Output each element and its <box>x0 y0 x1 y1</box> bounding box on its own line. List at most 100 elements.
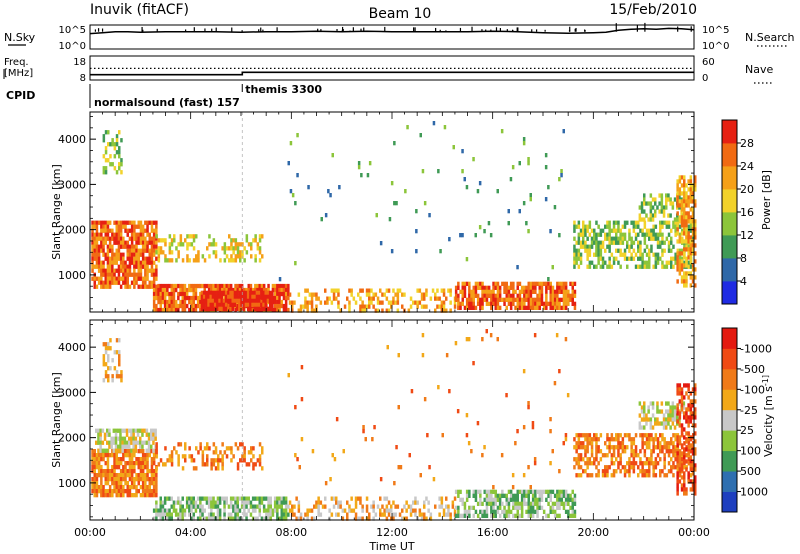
data-cell <box>573 281 577 286</box>
data-cell <box>106 256 110 261</box>
data-cell <box>232 504 235 509</box>
data-cell <box>93 276 96 281</box>
data-cell <box>687 244 691 249</box>
data-cell <box>483 229 486 234</box>
data-cell <box>225 246 229 251</box>
data-cell <box>516 293 519 298</box>
data-cell <box>172 291 176 297</box>
data-cell <box>337 292 340 297</box>
data-cell <box>549 497 552 502</box>
data-cell <box>170 250 174 255</box>
data-cell <box>179 516 182 521</box>
data-cell <box>219 258 222 263</box>
data-cell <box>95 224 99 229</box>
data-cell <box>454 293 458 298</box>
data-cell <box>152 252 156 257</box>
data-cell <box>201 450 205 455</box>
data-cell <box>130 260 134 265</box>
data-cell <box>637 224 640 229</box>
data-cell <box>687 260 691 265</box>
data-cell <box>691 251 695 256</box>
data-cell <box>562 289 566 294</box>
data-cell <box>326 296 329 301</box>
data-cell <box>463 281 467 286</box>
data-cell <box>172 500 176 505</box>
data-cell <box>667 240 671 245</box>
data-cell <box>658 421 661 426</box>
data-cell <box>246 290 250 295</box>
data-cell <box>175 258 178 263</box>
data-cell <box>474 293 478 298</box>
data-cell <box>150 481 154 486</box>
data-cell <box>676 199 679 204</box>
data-cell <box>155 473 158 478</box>
data-cell <box>294 453 297 458</box>
data-cell <box>100 493 103 498</box>
data-cell <box>128 260 132 265</box>
data-cell <box>619 228 622 233</box>
data-cell <box>271 283 275 289</box>
data-cell <box>221 458 224 463</box>
data-cell <box>152 272 156 277</box>
data-cell <box>505 281 508 286</box>
data-cell <box>144 260 147 265</box>
data-cell <box>97 220 101 225</box>
data-cell <box>531 285 535 290</box>
data-cell <box>398 288 402 293</box>
data-cell <box>617 445 620 450</box>
data-cell <box>247 287 250 293</box>
data-cell <box>415 209 418 214</box>
data-cell <box>505 501 508 506</box>
data-cell <box>234 500 237 505</box>
data-cell <box>155 477 158 482</box>
data-cell <box>223 242 227 247</box>
data-cell <box>420 292 424 297</box>
data-cell <box>212 500 215 505</box>
data-cell <box>93 457 96 462</box>
data-cell <box>658 193 661 198</box>
data-cell <box>676 443 679 448</box>
data-cell <box>278 283 281 289</box>
data-cell <box>683 479 686 484</box>
data-cell <box>135 236 138 241</box>
data-cell <box>139 436 142 441</box>
data-cell <box>512 293 515 298</box>
data-cell <box>531 501 535 506</box>
data-cell <box>689 271 693 276</box>
data-cell <box>670 457 673 462</box>
data-cell <box>540 497 544 502</box>
data-cell <box>119 276 123 281</box>
data-cell <box>487 289 491 294</box>
data-cell <box>691 243 695 248</box>
data-cell <box>687 203 690 208</box>
data-cell <box>148 477 151 482</box>
data-cell <box>584 445 587 450</box>
data-cell <box>332 504 336 509</box>
data-cell <box>155 469 158 474</box>
data-cell <box>531 301 535 306</box>
data-cell <box>680 403 684 408</box>
data-cell <box>242 302 245 307</box>
data-cell <box>449 292 452 297</box>
data-cell <box>687 457 691 462</box>
data-cell <box>637 465 640 470</box>
data-cell <box>569 293 572 298</box>
data-cell <box>595 437 598 442</box>
data-cell <box>676 403 679 408</box>
data-cell <box>643 220 647 225</box>
data-cell <box>141 264 145 269</box>
power-panel-frame <box>89 111 695 313</box>
data-cell <box>518 301 522 306</box>
data-cell <box>558 297 561 302</box>
data-cell <box>99 448 102 453</box>
data-cell <box>155 442 158 447</box>
data-cell <box>91 236 94 241</box>
data-cell <box>240 298 243 303</box>
data-cell <box>685 419 688 424</box>
data-cell <box>479 509 482 514</box>
data-cell <box>130 481 134 486</box>
data-cell <box>224 306 228 311</box>
data-cell <box>97 260 101 265</box>
data-cell <box>278 295 281 301</box>
data-cell <box>168 242 172 247</box>
